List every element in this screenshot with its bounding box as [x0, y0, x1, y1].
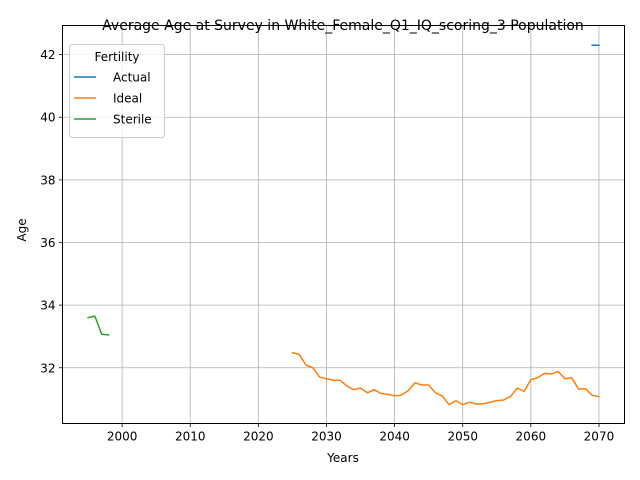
series-line-sterile	[87, 315, 110, 336]
x-tick-label: 2050	[447, 430, 478, 444]
x-tick-label: 2000	[107, 430, 138, 444]
x-tick-label: 2040	[379, 430, 410, 444]
y-tick-label: 42	[40, 48, 55, 62]
y-tick-label: 40	[40, 111, 55, 125]
x-axis-title: Years	[326, 451, 359, 465]
x-tick-label: 2020	[243, 430, 274, 444]
x-tick-label: 2030	[311, 430, 342, 444]
x-tick-label: 2010	[175, 430, 206, 444]
x-tick-label: 2060	[516, 430, 547, 444]
legend-entries: Actual Ideal Sterile	[74, 71, 152, 127]
chart-title: Average Age at Survey in White_Female_Q1…	[102, 18, 584, 34]
y-tick-label: 36	[40, 236, 55, 250]
series-line-ideal	[291, 351, 600, 406]
x-tick-label: 2070	[584, 430, 615, 444]
plot-frame	[62, 25, 625, 424]
y-axis-ticks: 32 34 36 38 40 42	[40, 48, 63, 375]
legend-box	[69, 44, 165, 138]
y-tick-label: 34	[40, 299, 55, 313]
legend: Fertility Actual Ideal Sterile	[69, 44, 165, 138]
y-tick-label: 38	[40, 173, 55, 187]
x-axis-ticks: 2000 2010 2020 2030 2040 2050 2060 2070	[107, 423, 615, 444]
legend-label-actual: Actual	[113, 71, 151, 85]
series-lines	[87, 44, 600, 406]
legend-label-ideal: Ideal	[113, 92, 142, 106]
legend-title: Fertility	[94, 50, 139, 64]
y-axis-title: Age	[15, 218, 29, 241]
legend-label-sterile: Sterile	[113, 113, 152, 127]
y-tick-label: 32	[40, 361, 55, 375]
grid-lines	[62, 25, 625, 424]
